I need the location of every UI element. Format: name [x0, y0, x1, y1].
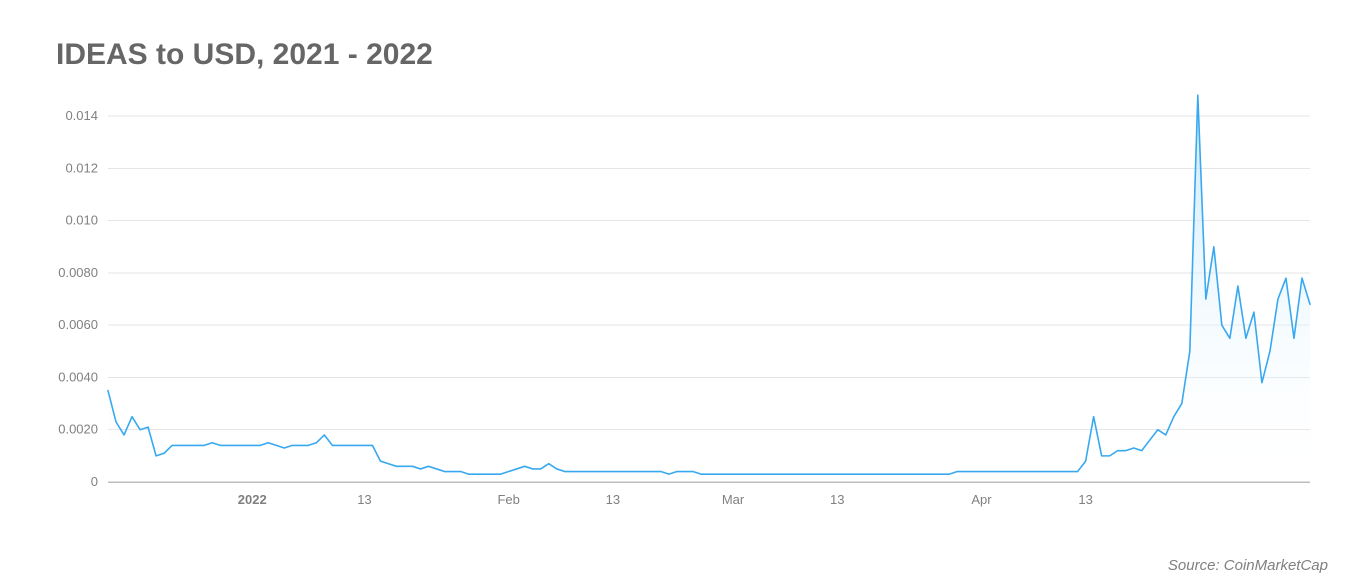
y-tick-label: 0.012: [65, 160, 98, 175]
y-tick-label: 0.014: [65, 108, 98, 123]
x-tick-label: Mar: [722, 492, 745, 507]
chart-title: IDEAS to USD, 2021 - 2022: [56, 38, 1320, 72]
y-tick-label: 0.0080: [58, 265, 98, 280]
x-tick-label: 13: [1078, 492, 1092, 507]
x-tick-label: 13: [606, 492, 620, 507]
chart-plot-area: 0 0.0020 0.0040 0.0060 0.0080 0.010 0.012 0.014…: [30, 82, 1320, 522]
y-tick-label: 0.0060: [58, 317, 98, 332]
source-attribution: Source: CoinMarketCap: [1168, 557, 1328, 574]
y-tick-label: 0.0040: [58, 369, 98, 384]
x-tick-label: 13: [830, 492, 844, 507]
y-tick-label: 0.010: [65, 213, 98, 228]
y-tick-label: 0: [91, 474, 98, 489]
x-tick-label: 13: [357, 492, 371, 507]
x-tick-label: Apr: [971, 492, 992, 507]
x-tick-label: Feb: [497, 492, 519, 507]
y-tick-label: 0.0020: [58, 422, 98, 437]
chart-container: IDEAS to USD, 2021 - 2022 00.00200.00400…: [0, 0, 1350, 588]
x-tick-label: 2022: [238, 492, 267, 507]
price-chart-svg: 0 0.0020 0.0040 0.0060 0.0080 0.010 0.012 0.014…: [30, 82, 1320, 522]
